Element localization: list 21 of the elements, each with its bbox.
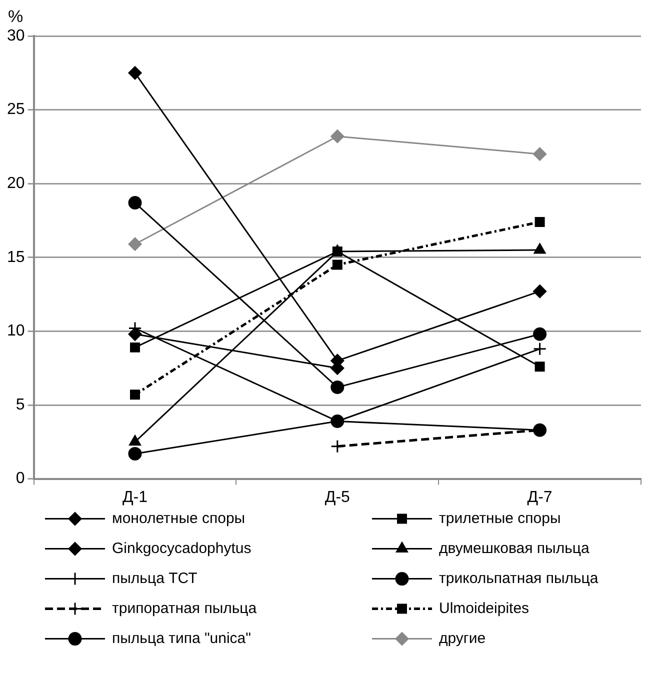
y-tick-label: 5 (16, 396, 25, 414)
legend-label: трикольпатная пыльца (439, 570, 599, 587)
legend-label: трипоратная пыльца (112, 600, 258, 617)
x-tick-label: Д-7 (527, 488, 552, 506)
legend-label: пыльца типа "unica" (112, 630, 251, 647)
legend-label: двумешковая пыльца (439, 540, 590, 557)
y-tick-label: 25 (7, 101, 25, 118)
y-tick-label: 10 (7, 322, 25, 340)
y-tick-label: 20 (7, 175, 25, 192)
y-axis-title: % (8, 7, 24, 26)
legend-label: пыльца ТСТ (112, 570, 198, 587)
legend-label: трилетные споры (439, 510, 561, 527)
y-tick-label: 0 (16, 470, 25, 488)
legend-label: монолетные споры (112, 510, 246, 527)
y-tick-label: 30 (7, 27, 25, 44)
legend-label: другие (439, 630, 486, 647)
legend-label: Ulmoideipites (439, 600, 530, 617)
y-tick-label: 15 (7, 248, 25, 266)
x-tick-label: Д-1 (122, 488, 148, 506)
x-tick-label: Д-5 (324, 488, 350, 506)
legend-label: Ginkgocycadophytus (112, 540, 252, 557)
